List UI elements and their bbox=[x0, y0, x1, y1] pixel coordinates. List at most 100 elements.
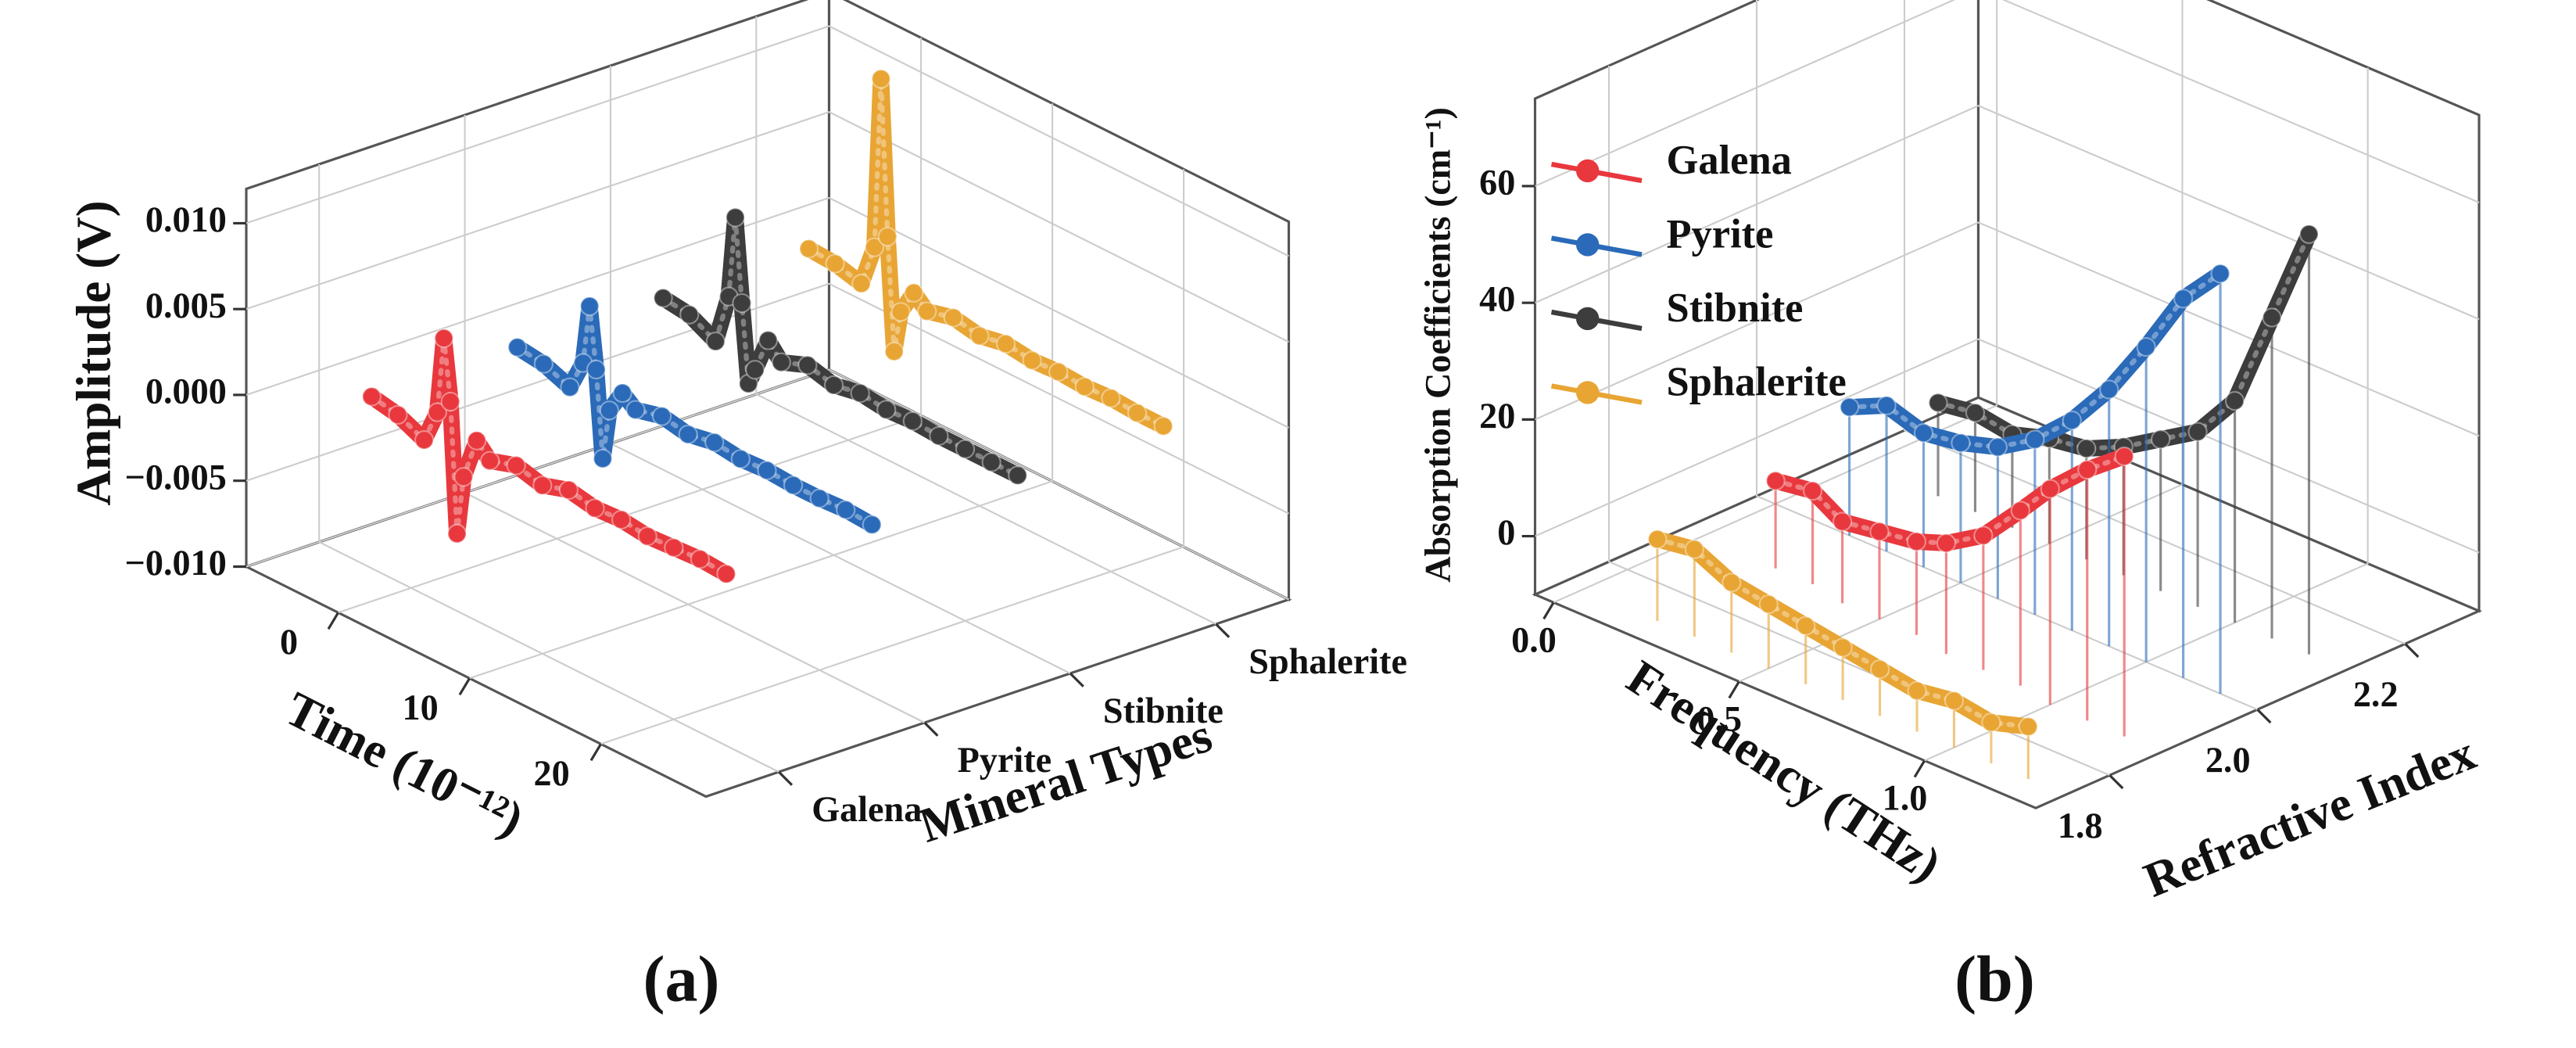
point bbox=[798, 239, 819, 259]
point bbox=[2018, 716, 2038, 737]
point bbox=[995, 334, 1016, 354]
x-tick-label: 10 bbox=[403, 687, 439, 727]
point bbox=[705, 332, 726, 352]
x-tick bbox=[1728, 680, 1740, 699]
point bbox=[864, 237, 885, 257]
grid-line bbox=[1755, 0, 2258, 711]
point bbox=[825, 253, 845, 274]
point bbox=[1913, 422, 1934, 443]
point bbox=[479, 450, 500, 471]
point bbox=[917, 301, 937, 321]
point bbox=[871, 69, 891, 89]
point bbox=[1832, 511, 1853, 532]
point bbox=[427, 402, 447, 422]
y-axis-title: Absorption Coefficients (cm⁻¹) bbox=[1417, 107, 1457, 583]
point bbox=[679, 304, 700, 325]
y-tick-label: 0.000 bbox=[145, 371, 227, 411]
point bbox=[1048, 361, 1069, 382]
point bbox=[1876, 395, 1897, 416]
point bbox=[1127, 403, 1148, 423]
y-tick-label: 0.005 bbox=[145, 285, 227, 325]
grid-line bbox=[245, 111, 1289, 343]
z-tick-label: Stibnite bbox=[1103, 691, 1224, 730]
grid-line bbox=[1535, 104, 2480, 321]
point bbox=[1928, 393, 1948, 413]
point bbox=[1758, 594, 1779, 615]
point bbox=[809, 488, 829, 508]
z-tick-label: Galena bbox=[811, 789, 922, 829]
legend-label: Sphalerite bbox=[1667, 360, 1847, 405]
grid-line bbox=[245, 368, 1289, 601]
point bbox=[1833, 637, 1853, 658]
legend-label: Pyrite bbox=[1667, 212, 1774, 257]
point bbox=[1907, 680, 1927, 701]
point bbox=[2298, 224, 2320, 244]
point bbox=[850, 383, 870, 404]
side-wall bbox=[1976, 0, 2481, 613]
legend-label: Stibnite bbox=[1667, 285, 1804, 331]
point bbox=[532, 476, 553, 496]
z-axis-title: Refractive Index bbox=[2137, 725, 2483, 907]
legend-marker bbox=[1575, 307, 1600, 331]
point bbox=[823, 375, 844, 396]
point bbox=[2025, 429, 2045, 450]
x-tick-label: 0.5 bbox=[1696, 699, 1742, 739]
x-tick bbox=[589, 743, 602, 762]
point bbox=[725, 207, 746, 228]
series bbox=[1840, 264, 2230, 694]
point bbox=[2210, 264, 2230, 284]
point bbox=[651, 406, 672, 426]
point bbox=[664, 537, 684, 558]
y-tick-label: 20 bbox=[1479, 396, 1515, 436]
point bbox=[611, 509, 632, 530]
point bbox=[2010, 501, 2030, 521]
point bbox=[2099, 379, 2119, 400]
legend-label: Galena bbox=[1667, 138, 1792, 183]
z-tick bbox=[2108, 774, 2124, 790]
point bbox=[876, 400, 897, 420]
series bbox=[1647, 529, 2038, 780]
point bbox=[1008, 465, 1028, 486]
point bbox=[507, 337, 528, 357]
point bbox=[704, 432, 725, 453]
z-tick bbox=[1215, 623, 1231, 638]
point bbox=[1684, 539, 1704, 559]
panel-label: (a) bbox=[643, 942, 720, 1015]
point bbox=[2224, 391, 2245, 411]
figure-body: −0.010 −0.005 0.000 0.005 0.010 0 10 20 Galena Py… bbox=[66, 0, 2483, 1015]
point bbox=[560, 377, 580, 397]
point bbox=[1965, 403, 1986, 423]
point bbox=[902, 411, 923, 432]
y-tick-label: 0 bbox=[1497, 512, 1515, 552]
point bbox=[388, 404, 408, 425]
point bbox=[1722, 572, 1742, 593]
point bbox=[1944, 691, 1965, 711]
point bbox=[1973, 526, 1994, 546]
point bbox=[1936, 533, 1957, 554]
point bbox=[1765, 471, 1786, 491]
point bbox=[969, 325, 990, 346]
point bbox=[467, 430, 487, 450]
point bbox=[2262, 307, 2282, 328]
y-tick-label: 0.010 bbox=[145, 199, 227, 239]
z-tick bbox=[923, 721, 939, 737]
point bbox=[1951, 432, 1971, 453]
point bbox=[361, 386, 382, 407]
grid-line bbox=[600, 169, 1185, 745]
point bbox=[890, 302, 911, 322]
point bbox=[797, 355, 818, 375]
point bbox=[716, 564, 736, 584]
point bbox=[836, 500, 856, 520]
point bbox=[771, 352, 791, 372]
x-tick bbox=[1913, 759, 1926, 778]
point bbox=[599, 400, 619, 421]
z-tick-label: 2.0 bbox=[2205, 740, 2251, 780]
grid-line bbox=[1553, 0, 1998, 604]
point bbox=[414, 430, 435, 450]
grid-line bbox=[1535, 338, 2480, 554]
point bbox=[2114, 446, 2134, 467]
point bbox=[758, 330, 779, 350]
y-tick-label: −0.010 bbox=[125, 543, 227, 583]
point bbox=[690, 549, 710, 569]
